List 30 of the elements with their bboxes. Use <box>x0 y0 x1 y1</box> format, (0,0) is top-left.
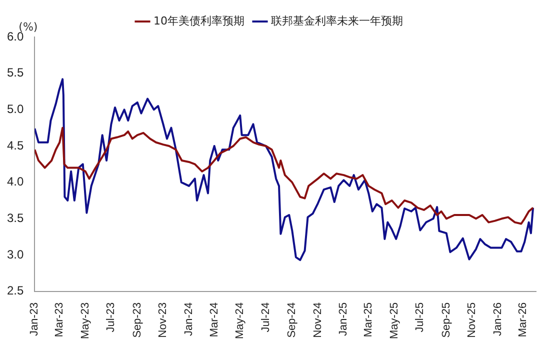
x-tick-label: May-25 <box>388 302 400 340</box>
x-tick-label: Mar-26 <box>516 302 529 338</box>
x-tick-label: May-23 <box>79 302 92 340</box>
x-tick-label: Nov-25 <box>466 302 478 338</box>
y-tick-label: 3.5 <box>6 210 24 225</box>
y-tick-label: 4.5 <box>6 138 24 152</box>
x-tick-label: Nov-23 <box>157 302 170 338</box>
y-tick-label: 4.0 <box>6 174 24 189</box>
x-tick-label: Nov-24 <box>312 302 324 338</box>
x-tick-label: Sep-25 <box>440 302 452 338</box>
x-tick-label: Jan-25 <box>338 302 350 336</box>
x-tick-label: May-24 <box>234 302 246 340</box>
y-tick-label: 5.5 <box>6 66 24 80</box>
x-tick-label: Jul-25 <box>414 302 426 332</box>
x-tick-label: Jul-23 <box>105 302 118 332</box>
x-tick-label: Mar-24 <box>208 302 220 338</box>
x-tick-label: Jan-26 <box>492 302 504 336</box>
y-tick-label: 5.0 <box>6 102 24 116</box>
legend-label: 10年美债利率预期 <box>154 14 244 28</box>
x-tick-label: Mar-23 <box>54 302 66 338</box>
x-tick-label: Jan-23 <box>28 302 41 336</box>
y-axis-title: (%) <box>18 20 38 34</box>
legend-label: 联邦基金利率未来一年预期 <box>271 14 403 28</box>
x-tick-label: Sep-23 <box>131 302 144 338</box>
x-tick-label: Sep-24 <box>286 302 298 338</box>
x-tick-label: Jan-24 <box>182 302 195 336</box>
x-tick-label: Mar-25 <box>362 302 375 338</box>
x-tick-label: Jul-24 <box>260 302 272 332</box>
y-tick-label: 3.0 <box>6 247 24 262</box>
y-tick-label: 2.5 <box>6 284 24 298</box>
